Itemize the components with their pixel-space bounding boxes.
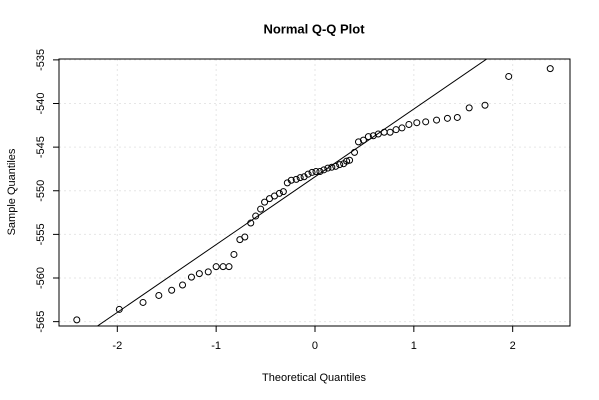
point <box>292 175 300 183</box>
point <box>546 65 554 73</box>
point <box>364 133 372 141</box>
y-tick-label: -545 <box>35 136 47 158</box>
point <box>413 119 421 127</box>
x-tick-label: -2 <box>112 340 122 352</box>
point <box>328 163 336 171</box>
point <box>225 263 233 271</box>
point <box>155 291 163 299</box>
point <box>308 168 316 176</box>
point <box>261 198 269 206</box>
point <box>287 176 295 184</box>
point <box>336 161 344 169</box>
point <box>443 114 451 122</box>
x-tick-label: 2 <box>510 340 516 352</box>
point <box>195 270 203 278</box>
reference-line <box>96 59 488 326</box>
point <box>296 174 304 182</box>
x-tick-label: 0 <box>312 340 318 352</box>
y-tick-label: -555 <box>35 223 47 245</box>
point <box>187 273 195 281</box>
point <box>369 132 377 140</box>
point <box>505 72 513 80</box>
point <box>324 164 332 172</box>
point <box>257 205 265 213</box>
point <box>433 116 441 124</box>
point <box>247 219 255 227</box>
point <box>312 168 320 176</box>
point <box>351 148 359 156</box>
point <box>386 128 394 136</box>
point <box>332 162 340 170</box>
point <box>179 281 187 289</box>
point <box>73 316 81 324</box>
y-tick-label: -550 <box>35 180 47 202</box>
point <box>275 189 283 197</box>
chart-title: Normal Q-Q Plot <box>263 21 365 36</box>
point <box>359 136 367 144</box>
point <box>241 233 249 241</box>
point <box>304 170 312 178</box>
point <box>139 298 147 306</box>
y-tick-label: -565 <box>35 311 47 333</box>
y-tick-label: -535 <box>35 49 47 71</box>
x-tick-label: 1 <box>411 340 417 352</box>
y-tick-label: -540 <box>35 92 47 114</box>
y-axis-label: Sample Quantiles <box>6 148 18 235</box>
point <box>252 212 260 220</box>
point <box>453 113 461 121</box>
point <box>354 138 362 146</box>
point <box>279 188 287 196</box>
point <box>230 250 238 258</box>
y-tick-label: -560 <box>35 267 47 289</box>
point <box>212 263 220 271</box>
point <box>405 120 413 128</box>
x-tick-label: -1 <box>211 340 221 352</box>
point <box>343 157 351 165</box>
plot-frame <box>58 58 571 327</box>
point <box>422 118 430 126</box>
point <box>168 286 176 294</box>
point <box>204 268 212 276</box>
point <box>465 104 473 112</box>
point <box>346 156 354 164</box>
point <box>481 101 489 109</box>
point <box>398 124 406 132</box>
x-axis-label: Theoretical Quantiles <box>262 372 366 384</box>
point <box>320 166 328 174</box>
point <box>115 305 123 313</box>
point <box>316 168 324 176</box>
